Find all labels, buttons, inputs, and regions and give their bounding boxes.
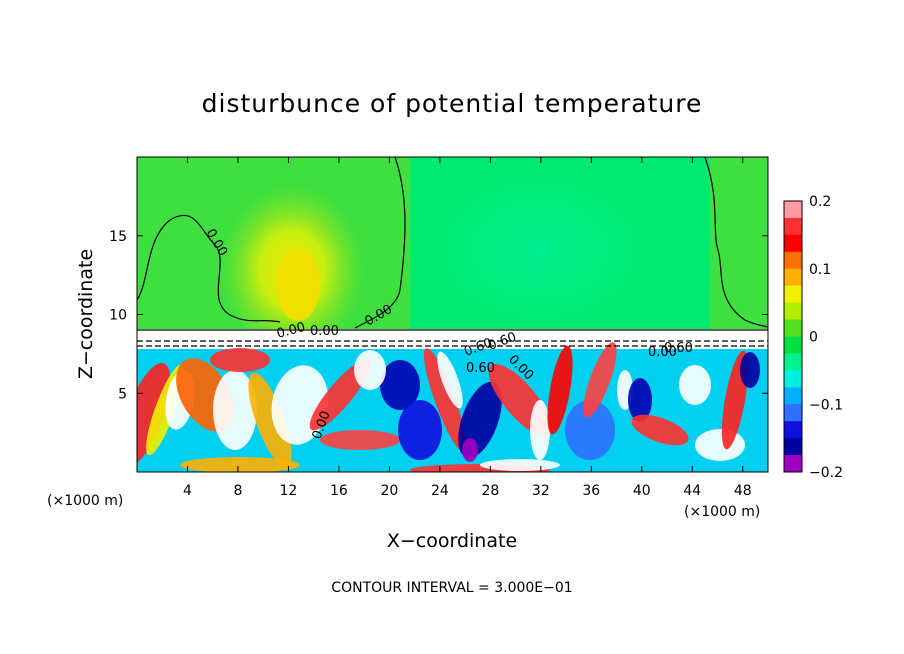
- colorbar-swatch: [784, 217, 802, 236]
- contour-label: 0.00: [275, 320, 307, 342]
- contour-upper-right: [704, 157, 768, 328]
- colorbar: 0.2 0.1 0 −0.1 −0.2: [783, 194, 843, 481]
- turbulence-blob: [530, 400, 550, 460]
- x-tick-label: 4: [183, 483, 192, 499]
- x-tick-label: 44: [683, 483, 701, 499]
- contour-lines: [137, 157, 768, 347]
- colorbar-swatch: [784, 285, 802, 304]
- x-unit-right: (×1000 m): [684, 504, 760, 520]
- turbulence-blob: [320, 430, 400, 450]
- turbulence-blob: [354, 350, 386, 390]
- colorbar-swatch: [784, 404, 802, 422]
- colorbar-swatch: [784, 251, 802, 270]
- colorbar-swatch: [784, 234, 802, 253]
- x-unit-left: (×1000 m): [47, 493, 123, 509]
- turbulence-blob: [565, 400, 615, 460]
- turbulence-blob: [462, 438, 478, 462]
- colorbar-swatch: [784, 268, 802, 287]
- turbulence-blob: [423, 348, 467, 452]
- contour-upper-mid: [354, 157, 406, 329]
- cool-pool: [430, 170, 650, 330]
- turbulence-blob: [437, 351, 463, 409]
- colorbar-swatch: [784, 438, 802, 456]
- x-tick-label: 20: [380, 483, 398, 499]
- contour-label: 0.60: [466, 361, 495, 376]
- turbulence-blob: [679, 365, 711, 405]
- turbulence-blob: [137, 362, 171, 468]
- x-tick-label: 36: [582, 483, 600, 499]
- x-tick-label: 16: [330, 483, 348, 499]
- y-tick-label: 5: [118, 386, 127, 402]
- x-tick-label: 8: [233, 483, 242, 499]
- x-tick-label: 24: [431, 483, 449, 499]
- x-axis: 4 8 12 16 20 24 28 32 36 40 44 48: [183, 157, 752, 499]
- colorbar-swatch: [784, 302, 802, 321]
- y-axis: 5 10 15: [109, 229, 768, 402]
- x-tick-label: 40: [633, 483, 651, 499]
- turbulence-blob: [248, 372, 292, 468]
- colorbar-tick-label: −0.2: [809, 465, 843, 481]
- colorbar-swatch: [784, 370, 802, 388]
- colorbar-tick-label: 0.1: [809, 262, 831, 278]
- colorbar-frame: [783, 200, 803, 473]
- turbulence-blob: [480, 459, 560, 471]
- colorbar-swatch: [784, 455, 802, 473]
- x-axis-label: X−coordinate: [387, 530, 517, 552]
- colorbar-swatch: [784, 201, 802, 219]
- plot-area: [137, 157, 768, 472]
- turbulence-blob: [213, 370, 257, 450]
- chart-title: disturbunce of potential temperature: [202, 89, 703, 118]
- y-axis-label: Z−coordinate: [75, 249, 97, 379]
- turbulence-blob: [695, 429, 745, 461]
- contour-label: 0.60: [664, 341, 693, 356]
- colorbar-swatch: [784, 421, 802, 439]
- contour-interval-note: CONTOUR INTERVAL = 3.000E−01: [331, 580, 572, 596]
- contour-label: 0.00: [310, 324, 339, 339]
- turbulence-blob: [180, 457, 300, 472]
- contour-upper-left: [137, 214, 281, 323]
- colorbar-swatch: [784, 387, 802, 405]
- turbulence-blob: [631, 414, 689, 446]
- turbulence-blob: [547, 345, 573, 435]
- turbulence-blob: [210, 348, 270, 372]
- turbulence-blob: [740, 352, 760, 388]
- turbulent-blobs: [137, 342, 760, 472]
- colorbar-swatch: [784, 353, 802, 371]
- warm-core-inner: [276, 249, 320, 321]
- colorbar-tick-label: 0: [809, 330, 818, 346]
- colorbar-swatch: [784, 319, 802, 337]
- contour-label: 0.00: [648, 345, 677, 360]
- turbulence-blob: [583, 342, 617, 418]
- colorbar-tick-label: 0.2: [809, 194, 831, 210]
- x-tick-label: 32: [532, 483, 550, 499]
- colorbar-tick-label: −0.1: [809, 397, 843, 413]
- x-tick-label: 48: [734, 483, 752, 499]
- y-tick-label: 10: [109, 308, 127, 324]
- turbulence-blob: [398, 400, 442, 460]
- turbulence-blob: [380, 360, 420, 410]
- y-tick-label: 15: [109, 229, 127, 245]
- colorbar-swatch: [784, 336, 802, 354]
- turbulence-blob: [628, 378, 652, 422]
- x-tick-label: 28: [481, 483, 499, 499]
- x-tick-label: 12: [280, 483, 298, 499]
